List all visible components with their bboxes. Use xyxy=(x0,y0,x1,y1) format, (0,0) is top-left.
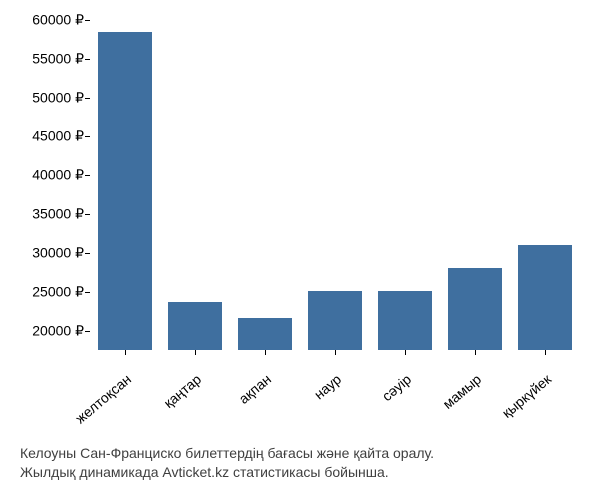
caption-line-1: Келоуны Сан-Франциско билеттердің бағасы… xyxy=(20,444,434,463)
bar xyxy=(168,302,223,350)
y-tick-label: 55000 ₽ xyxy=(32,50,84,67)
y-tick-label: 30000 ₽ xyxy=(32,244,84,261)
y-tick-mark xyxy=(85,59,90,60)
y-tick-label: 40000 ₽ xyxy=(32,167,84,184)
y-tick-mark xyxy=(85,253,90,254)
plot-area xyxy=(90,20,580,350)
y-tick-mark xyxy=(85,331,90,332)
y-tick-mark xyxy=(85,214,90,215)
x-tick-mark xyxy=(265,350,266,355)
x-tick-mark xyxy=(475,350,476,355)
chart-caption: Келоуны Сан-Франциско билеттердің бағасы… xyxy=(20,444,434,482)
x-tick-mark xyxy=(125,350,126,355)
y-tick-label: 60000 ₽ xyxy=(32,12,84,29)
x-tick-mark xyxy=(335,350,336,355)
y-tick-label: 20000 ₽ xyxy=(32,322,84,339)
x-axis-labels: желтоқсанқаңтарақпаннаурсәуірмамырқыркүй… xyxy=(90,355,580,445)
bar xyxy=(98,32,153,350)
y-tick-mark xyxy=(85,98,90,99)
bars-container xyxy=(90,20,580,350)
y-tick-mark xyxy=(85,292,90,293)
x-tick-mark xyxy=(195,350,196,355)
y-tick-mark xyxy=(85,136,90,137)
x-tick-mark xyxy=(405,350,406,355)
y-tick-mark xyxy=(85,175,90,176)
bar xyxy=(308,291,363,350)
bar xyxy=(518,245,573,350)
y-tick-label: 45000 ₽ xyxy=(32,128,84,145)
y-tick-label: 25000 ₽ xyxy=(32,283,84,300)
bar xyxy=(238,318,293,350)
caption-line-2: Жылдық динамикада Avticket.kz статистика… xyxy=(20,463,434,482)
y-tick-mark xyxy=(85,20,90,21)
y-tick-label: 35000 ₽ xyxy=(32,206,84,223)
bar xyxy=(378,291,433,350)
x-tick-mark xyxy=(545,350,546,355)
bar xyxy=(448,268,503,350)
price-chart: 20000 ₽ 25000 ₽ 30000 ₽ 35000 ₽ 40000 ₽ 45000… xyxy=(0,0,600,500)
y-tick-label: 50000 ₽ xyxy=(32,89,84,106)
